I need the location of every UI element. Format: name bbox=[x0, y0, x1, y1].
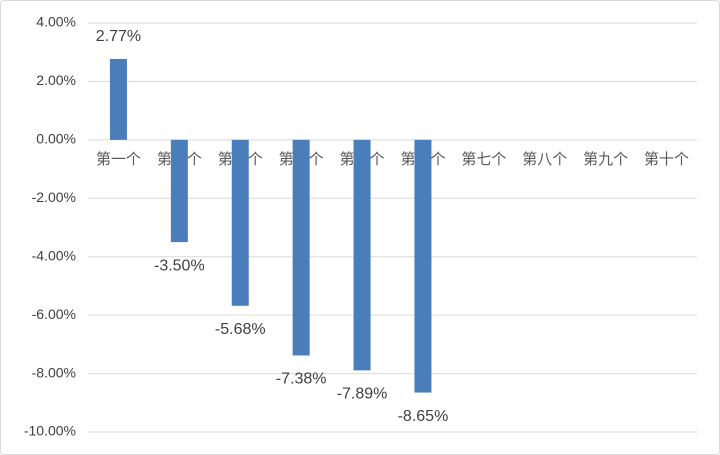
y-tick-label: 4.00% bbox=[36, 14, 76, 30]
bar bbox=[170, 139, 188, 243]
x-tick-label: 第九个 bbox=[583, 150, 628, 168]
x-tick-label: 第八个 bbox=[522, 150, 567, 168]
y-tick-label: 2.00% bbox=[36, 72, 76, 88]
value-label: -5.68% bbox=[215, 321, 266, 338]
x-tick-label: 第十个 bbox=[644, 150, 689, 168]
bar bbox=[109, 58, 127, 140]
value-label: -8.65% bbox=[398, 408, 449, 425]
value-label: 2.77% bbox=[96, 28, 141, 45]
y-tick-label: -10.00% bbox=[24, 423, 76, 439]
bar bbox=[292, 139, 310, 356]
bar bbox=[353, 139, 371, 371]
value-label: -7.89% bbox=[337, 386, 388, 403]
x-tick-label: 第七个 bbox=[461, 150, 506, 168]
bar bbox=[414, 139, 432, 393]
y-tick-label: -4.00% bbox=[32, 247, 76, 263]
bar bbox=[231, 139, 249, 306]
y-tick-label: -8.00% bbox=[32, 364, 76, 380]
y-tick-label: -2.00% bbox=[32, 189, 76, 205]
value-label: -3.50% bbox=[154, 257, 205, 274]
x-tick-label: 第一个 bbox=[96, 150, 141, 168]
value-label: -7.38% bbox=[276, 371, 327, 388]
y-tick-label: 0.00% bbox=[36, 131, 76, 147]
y-tick-label: -6.00% bbox=[32, 306, 76, 322]
